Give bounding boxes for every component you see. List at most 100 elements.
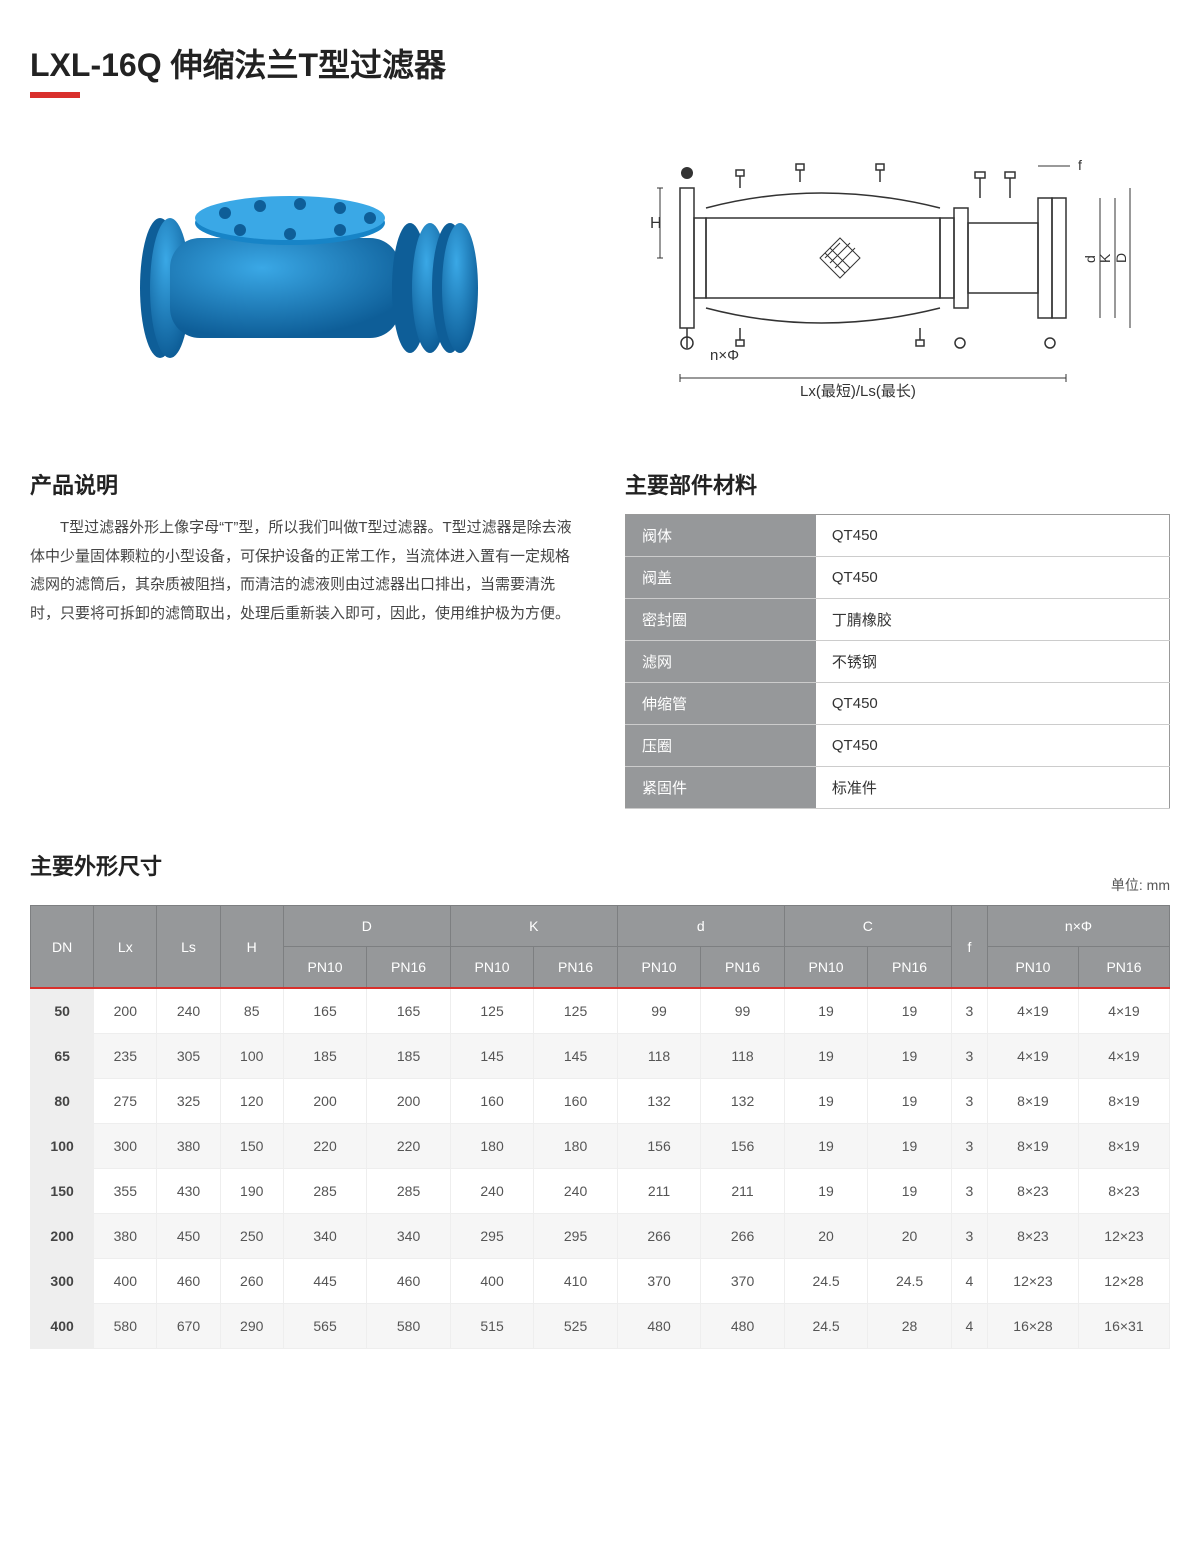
material-value: QT450 [816, 725, 1170, 767]
dims-cell: 19 [868, 1034, 952, 1079]
dims-cell: 19 [784, 1124, 868, 1169]
dims-cell: 8×23 [987, 1214, 1078, 1259]
images-row: H n×Φ Lx(最短)/Ls(最长) f d K D [30, 138, 1170, 418]
desc-text: T型过滤器外形上像字母“T”型，所以我们叫做T型过滤器。T型过滤器是除去液体中少… [30, 514, 575, 628]
dims-cell: 8×19 [987, 1124, 1078, 1169]
dims-cell: 3 [951, 1169, 987, 1214]
dims-cell: 8×19 [987, 1079, 1078, 1124]
dims-cell: 295 [450, 1214, 534, 1259]
dims-cell: 160 [450, 1079, 534, 1124]
dims-cell: 266 [617, 1214, 701, 1259]
dims-cell: 355 [94, 1169, 157, 1214]
dims-cell: 3 [951, 1034, 987, 1079]
dims-cell: 400 [94, 1259, 157, 1304]
dims-cell: 200 [94, 988, 157, 1034]
dims-sub-header: PN10 [784, 947, 868, 989]
material-label: 压圈 [626, 725, 816, 767]
dims-cell: 285 [367, 1169, 451, 1214]
dims-cell: 410 [534, 1259, 618, 1304]
dims-sub-header: PN10 [450, 947, 534, 989]
dims-sub-header: PN10 [987, 947, 1078, 989]
desc-heading: 产品说明 [30, 468, 575, 500]
dims-cell: 480 [617, 1304, 701, 1349]
material-label: 伸缩管 [626, 683, 816, 725]
dims-cell: 132 [617, 1079, 701, 1124]
material-value: QT450 [816, 557, 1170, 599]
material-value: QT450 [816, 683, 1170, 725]
dims-cell: 19 [784, 1169, 868, 1214]
dims-cell: 8×23 [1078, 1169, 1169, 1214]
dims-sub-header: PN16 [367, 947, 451, 989]
page-title: LXL-16Q 伸缩法兰T型过滤器 [30, 40, 1170, 86]
dims-cell: 145 [534, 1034, 618, 1079]
material-value: QT450 [816, 515, 1170, 557]
dims-cell: 4×19 [1078, 988, 1169, 1034]
material-value: 标准件 [816, 767, 1170, 809]
dims-cell: 120 [220, 1079, 283, 1124]
dims-cell: 4×19 [1078, 1034, 1169, 1079]
dims-cell: 19 [784, 1034, 868, 1079]
dims-row: 200380450250340340295295266266202038×231… [31, 1214, 1170, 1259]
dims-cell: 20 [868, 1214, 952, 1259]
dims-cell: 290 [220, 1304, 283, 1349]
material-label: 密封圈 [626, 599, 816, 641]
dims-cell: 3 [951, 1214, 987, 1259]
dims-cell: 480 [701, 1304, 785, 1349]
dims-sub-header: PN10 [617, 947, 701, 989]
dims-cell: 266 [701, 1214, 785, 1259]
dims-cell: 150 [220, 1124, 283, 1169]
dims-cell: 156 [617, 1124, 701, 1169]
material-label: 阀体 [626, 515, 816, 557]
materials-row: 密封圈 丁腈橡胶 [626, 599, 1170, 641]
dims-row: 50200240851651651251259999191934×194×19 [31, 988, 1170, 1034]
dims-cell: 445 [283, 1259, 367, 1304]
dims-cell: 8×19 [1078, 1124, 1169, 1169]
dims-row: 30040046026044546040041037037024.524.541… [31, 1259, 1170, 1304]
dims-row: 100300380150220220180180156156191938×198… [31, 1124, 1170, 1169]
dims-cell: 99 [617, 988, 701, 1034]
dims-col-header: C [784, 906, 951, 947]
dims-col-header: K [450, 906, 617, 947]
dims-cell: 185 [283, 1034, 367, 1079]
material-label: 阀盖 [626, 557, 816, 599]
dims-cell: 3 [951, 988, 987, 1034]
dn-cell: 65 [31, 1034, 94, 1079]
label-H: H [650, 215, 662, 232]
dims-cell: 125 [534, 988, 618, 1034]
label-f: f [1078, 157, 1082, 173]
label-nphi: n×Φ [710, 347, 739, 364]
technical-drawing: H n×Φ Lx(最短)/Ls(最长) f d K D [630, 148, 1170, 408]
dims-cell: 19 [868, 1079, 952, 1124]
dims-cell: 180 [534, 1124, 618, 1169]
dims-cell: 295 [534, 1214, 618, 1259]
dims-cell: 525 [534, 1304, 618, 1349]
dims-cell: 460 [157, 1259, 220, 1304]
materials-table: 阀体 QT450阀盖 QT450密封圈 丁腈橡胶滤网 不锈钢伸缩管 QT450压… [625, 514, 1170, 809]
dims-cell: 250 [220, 1214, 283, 1259]
dims-cell: 165 [283, 988, 367, 1034]
dims-cell: 670 [157, 1304, 220, 1349]
materials-row: 压圈 QT450 [626, 725, 1170, 767]
dims-cell: 24.5 [784, 1304, 868, 1349]
dims-cell: 99 [701, 988, 785, 1034]
dims-cell: 430 [157, 1169, 220, 1214]
dims-cell: 12×23 [1078, 1214, 1169, 1259]
dims-cell: 300 [94, 1124, 157, 1169]
dims-col-header: DN [31, 906, 94, 989]
dims-cell: 211 [701, 1169, 785, 1214]
dims-cell: 285 [283, 1169, 367, 1214]
dims-heading: 主要外形尺寸 [30, 849, 162, 881]
dims-col-header: d [617, 906, 784, 947]
dims-sub-header: PN16 [534, 947, 618, 989]
materials-row: 滤网 不锈钢 [626, 641, 1170, 683]
dims-cell: 125 [450, 988, 534, 1034]
materials-heading: 主要部件材料 [625, 468, 1170, 500]
dims-cell: 580 [367, 1304, 451, 1349]
dims-cell: 100 [220, 1034, 283, 1079]
dims-cell: 132 [701, 1079, 785, 1124]
dims-cell: 200 [283, 1079, 367, 1124]
dims-cell: 180 [450, 1124, 534, 1169]
dims-col-header: n×Φ [987, 906, 1169, 947]
title-underline [30, 92, 80, 98]
dims-cell: 220 [367, 1124, 451, 1169]
